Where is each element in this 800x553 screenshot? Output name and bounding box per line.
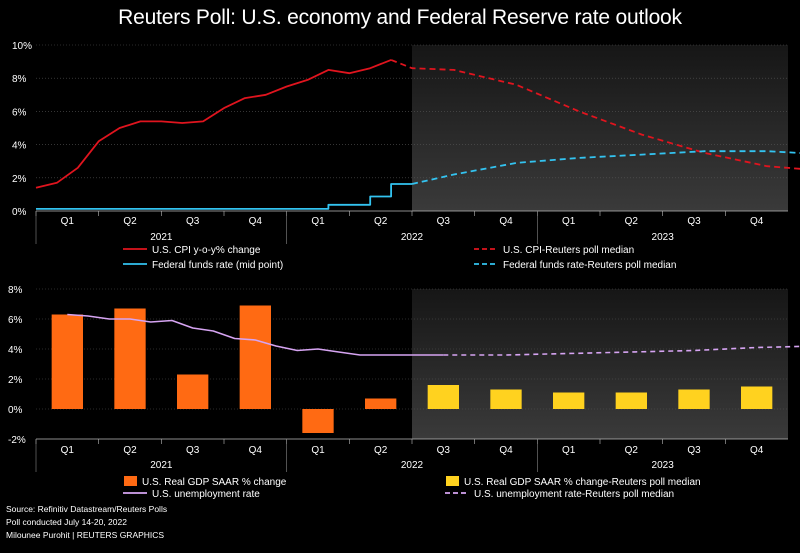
y-tick-label-bottom: 6%	[8, 315, 23, 326]
y-tick-label-bottom: 0%	[8, 405, 23, 416]
x-tick-label-bottom: Q4	[499, 445, 513, 456]
x-tick-label-top: Q1	[61, 216, 75, 227]
bar-gdp	[51, 314, 83, 409]
legend-label: U.S. Real GDP SAAR % change	[142, 477, 287, 488]
bar-gdp_forecast	[553, 392, 585, 409]
bar-gdp	[302, 409, 334, 433]
legend-label: U.S. Real GDP SAAR % change-Reuters poll…	[464, 477, 701, 488]
y-tick-label-bottom: 4%	[8, 345, 23, 356]
x-tick-label-top: Q4	[750, 216, 764, 227]
x-tick-label-top: Q4	[249, 216, 263, 227]
bar-gdp_forecast	[678, 389, 710, 409]
legend-label: U.S. CPI y-o-y% change	[152, 245, 261, 256]
x-tick-label-bottom: Q3	[186, 445, 200, 456]
bar-gdp_forecast	[427, 385, 459, 409]
x-tick-label-bottom: Q2	[374, 445, 388, 456]
x-tick-label-bottom: Q1	[562, 445, 576, 456]
series-line-fed	[36, 183, 412, 210]
bar-gdp	[365, 398, 397, 409]
legend-swatch-gdp	[124, 476, 137, 486]
year-label-bottom: 2022	[401, 460, 424, 471]
y-tick-label-top: 10%	[12, 41, 32, 52]
y-tick-label-top: 2%	[12, 174, 27, 185]
x-tick-label-top: Q4	[499, 216, 513, 227]
y-tick-label-bottom: 2%	[8, 375, 23, 386]
x-tick-label-bottom: Q1	[311, 445, 325, 456]
x-tick-label-bottom: Q3	[437, 445, 451, 456]
bar-gdp	[239, 305, 271, 409]
year-label-bottom: 2021	[150, 460, 173, 471]
x-tick-label-top: Q3	[687, 216, 701, 227]
y-tick-label-top: 6%	[12, 107, 27, 118]
y-tick-label-top: 0%	[12, 207, 27, 218]
legend-swatch-gdp_forecast	[446, 476, 459, 486]
year-label-top: 2021	[150, 232, 173, 243]
footer-credit: Milounee Purohit | REUTERS GRAPHICS	[6, 530, 165, 540]
x-tick-label-bottom: Q2	[123, 445, 137, 456]
x-tick-label-top: Q1	[311, 216, 325, 227]
bar-gdp_forecast	[615, 392, 647, 409]
x-tick-label-bottom: Q4	[249, 445, 263, 456]
forecast-area-top	[412, 45, 788, 211]
x-tick-label-top: Q3	[186, 216, 200, 227]
x-tick-label-bottom: Q4	[750, 445, 764, 456]
year-label-top: 2023	[652, 232, 675, 243]
legend-label: Federal funds rate-Reuters poll median	[503, 260, 676, 271]
year-label-top: 2022	[401, 232, 424, 243]
y-tick-label-top: 4%	[12, 141, 27, 152]
forecast-area-bottom	[412, 289, 788, 439]
year-label-bottom: 2023	[652, 460, 675, 471]
bar-gdp_forecast	[490, 389, 522, 409]
page-title: Reuters Poll: U.S. economy and Federal R…	[118, 6, 682, 29]
x-tick-label-top: Q2	[374, 216, 388, 227]
legend-label: U.S. CPI-Reuters poll median	[503, 245, 634, 256]
x-tick-label-top: Q3	[437, 216, 451, 227]
x-tick-label-bottom: Q3	[687, 445, 701, 456]
footer-source: Source: Refinitiv Datastream/Reuters Pol…	[6, 504, 168, 514]
x-tick-label-top: Q2	[123, 216, 137, 227]
series-line-fed-forecast	[411, 150, 800, 185]
series-line-cpi	[35, 59, 392, 189]
legend-label: U.S. unemployment rate-Reuters poll medi…	[474, 489, 674, 500]
y-tick-label-top: 8%	[12, 74, 27, 85]
legend-label: U.S. unemployment rate	[152, 489, 260, 500]
footer-poll: Poll conducted July 14-20, 2022	[6, 517, 127, 527]
x-tick-label-bottom: Q1	[61, 445, 75, 456]
bar-gdp	[114, 308, 146, 409]
bar-gdp_forecast	[741, 386, 773, 409]
series-line-cpi-forecast	[390, 59, 800, 170]
legend-label: Federal funds rate (mid point)	[152, 260, 283, 271]
y-tick-label-bottom: -2%	[8, 435, 26, 446]
x-tick-label-bottom: Q2	[625, 445, 639, 456]
x-tick-label-top: Q1	[562, 216, 576, 227]
x-tick-label-top: Q2	[625, 216, 639, 227]
series-line-unemployment	[67, 313, 444, 356]
y-tick-label-bottom: 8%	[8, 285, 23, 296]
bar-gdp	[177, 374, 209, 409]
